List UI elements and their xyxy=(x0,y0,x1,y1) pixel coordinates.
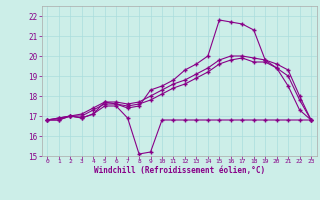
X-axis label: Windchill (Refroidissement éolien,°C): Windchill (Refroidissement éolien,°C) xyxy=(94,166,265,175)
